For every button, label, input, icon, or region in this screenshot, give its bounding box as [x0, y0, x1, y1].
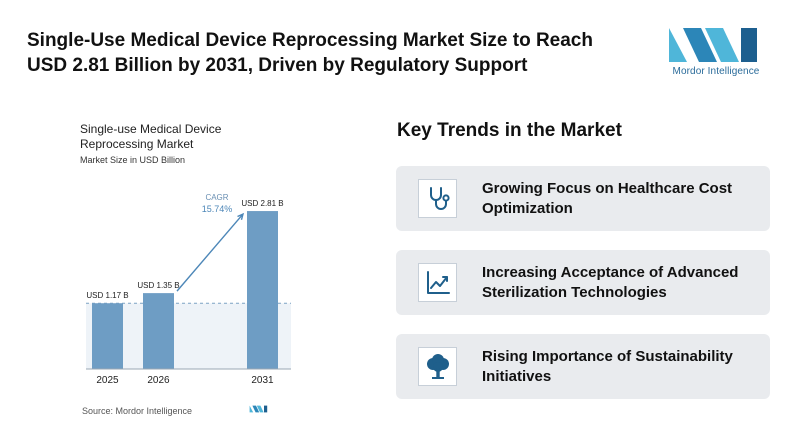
cagr-arrow [176, 213, 244, 292]
tree-icon [426, 353, 449, 379]
source-logo-icon [249, 405, 268, 413]
cagr-label: CAGR [205, 193, 228, 202]
mordor-intelligence-logo-icon [669, 28, 757, 62]
trend-card-sterilization: Increasing Acceptance of Advanced Steril… [396, 250, 770, 315]
trends-title: Key Trends in the Market [397, 120, 622, 141]
stethoscope-icon [429, 186, 450, 210]
cagr-value: 15.74% [202, 204, 233, 214]
trend-label: Rising Importance of Sustainability Init… [482, 347, 733, 385]
trend-icon-box [418, 347, 457, 386]
trend-card-cost-optimization: Growing Focus on Healthcare Cost Optimiz… [396, 166, 770, 231]
brand-logo: Mordor Intelligence [661, 24, 771, 84]
x-tick-label: 2026 [147, 375, 170, 386]
trend-label: Increasing Acceptance of Advanced Steril… [482, 263, 739, 301]
market-size-chart: USD 1.17 B 2025 USD 1.35 B 2026 USD 2.81 B 20… [80, 122, 320, 422]
trend-card-sustainability: Rising Importance of Sustainability Init… [396, 334, 770, 399]
chart-subtitle: Market Size in USD Billion [80, 155, 186, 165]
trend-icon-box [418, 263, 457, 302]
chart-canvas: USD 1.17 B 2025 USD 1.35 B 2026 USD 2.81 B 20… [86, 193, 291, 386]
bar-value-label: USD 2.81 B [241, 199, 283, 208]
bar-2026 [143, 293, 174, 369]
bar-value-label: USD 1.35 B [137, 281, 179, 290]
chart-source: Source: Mordor Intelligence [82, 406, 193, 416]
cagr-arrow-head [237, 212, 245, 221]
bar-2031 [247, 211, 278, 369]
chart-title: Single-use Medical Device Reprocessing M… [80, 122, 222, 151]
x-tick-label: 2031 [251, 375, 274, 386]
trend-icon-box [418, 179, 457, 218]
trend-label: Growing Focus on Healthcare Cost Optimiz… [482, 179, 733, 217]
page-title: Single-Use Medical Device Reprocessing M… [27, 30, 593, 76]
brand-name: Mordor Intelligence [672, 66, 760, 77]
bar-value-label: USD 1.17 B [86, 291, 128, 300]
x-tick-label: 2025 [96, 375, 119, 386]
bar-2025 [92, 303, 123, 369]
line-chart-icon [426, 270, 450, 294]
